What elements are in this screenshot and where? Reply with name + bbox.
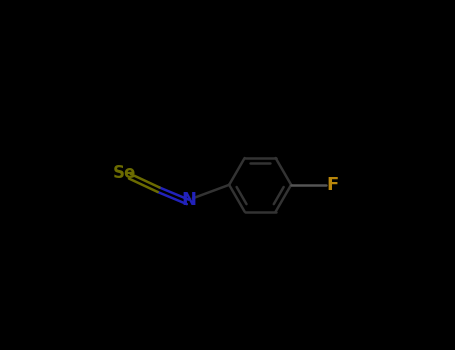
Text: F: F: [327, 176, 339, 194]
Text: Se: Se: [112, 164, 136, 182]
Text: N: N: [181, 191, 196, 209]
